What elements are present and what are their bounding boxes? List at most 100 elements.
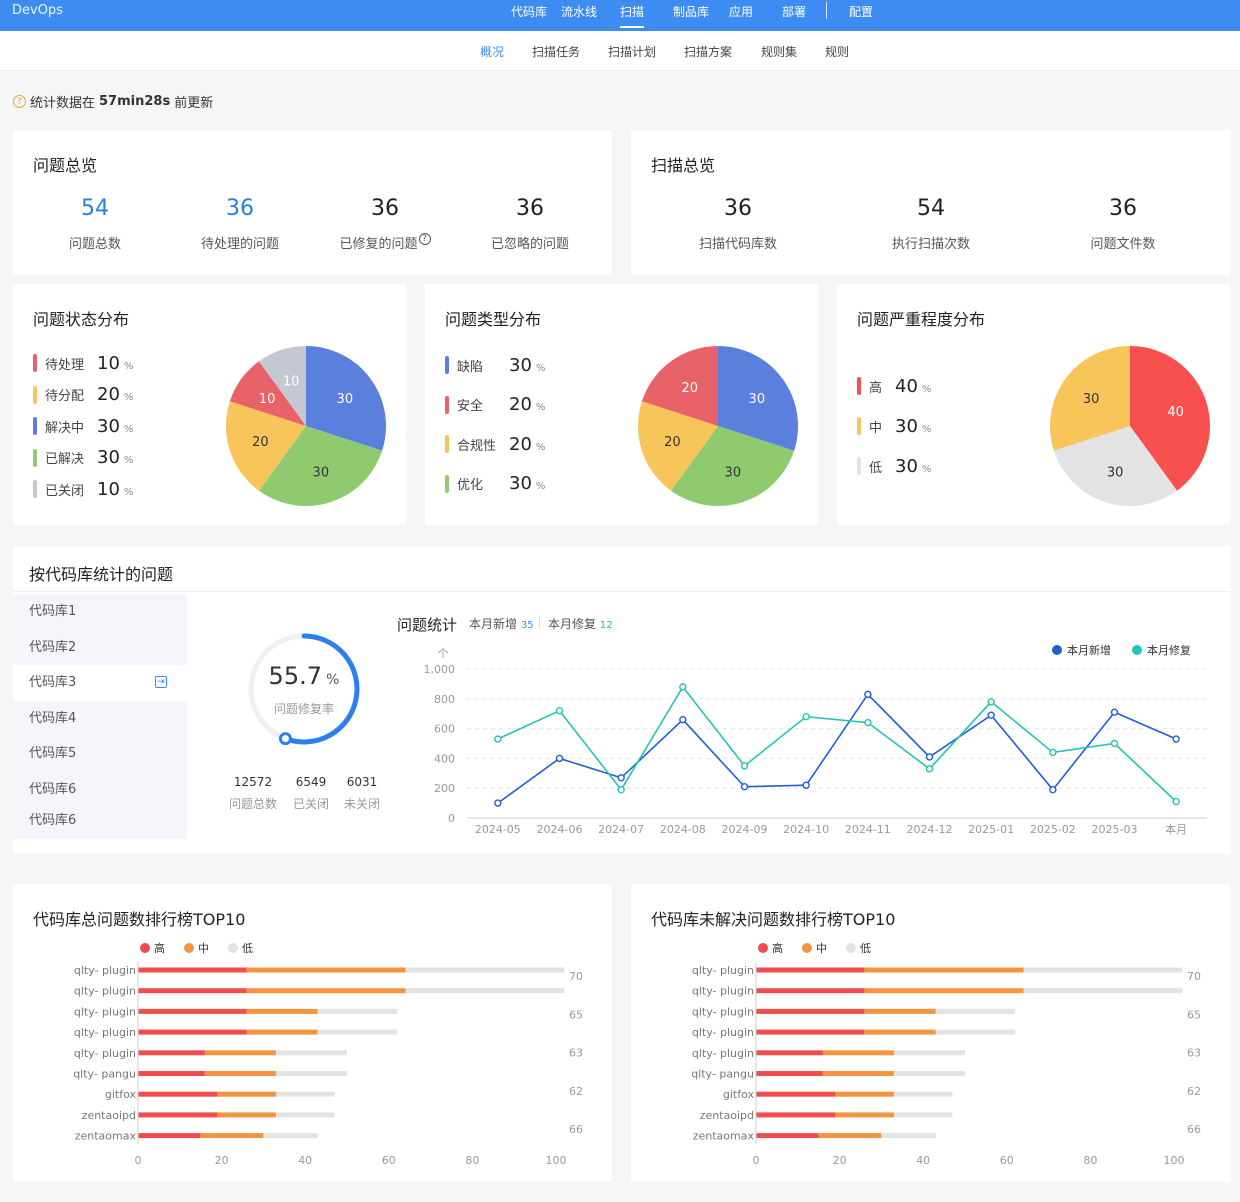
nav-scan[interactable]: 扫描 [620, 3, 645, 28]
x-tick-label: 0 [753, 1154, 760, 1167]
bar-segment [1023, 967, 1183, 973]
repo-item[interactable]: 代码库5 [13, 736, 187, 772]
repo-item[interactable]: 代码库2 [13, 630, 187, 666]
sub-navigation: 概况 扫描任务 扫描计划 扫描方案 规则集 规则 [0, 31, 1240, 71]
legend-item[interactable]: 优化 30% [445, 473, 545, 495]
tab-scan-plans[interactable]: 扫描计划 [608, 45, 657, 59]
legend-value: 30 [97, 415, 120, 437]
bar-segment [217, 1091, 276, 1097]
legend-color-bar [445, 435, 449, 453]
legend-item[interactable]: 已关闭 10% [33, 478, 133, 500]
stat-label: 扫描代码库数 [698, 237, 777, 252]
nav-code-repo[interactable]: 代码库 [511, 5, 548, 19]
x-tick-label: 2024-11 [845, 823, 891, 836]
data-point [740, 783, 749, 791]
bar-segment [204, 1050, 276, 1056]
repo-item[interactable]: 代码库4 [13, 701, 187, 737]
legend-value: 20 [97, 384, 120, 405]
bar-segment [864, 988, 1024, 994]
active-indicator [620, 26, 645, 28]
bar-segment [263, 1133, 318, 1139]
bar-segment [756, 1050, 823, 1056]
nav-deploy[interactable]: 部署 [782, 5, 807, 19]
bar-segment [822, 1050, 894, 1056]
legend-item[interactable]: 低 30% [857, 455, 931, 477]
tab-scan-schemes[interactable]: 扫描方案 [684, 45, 733, 59]
legend-item[interactable]: 中 30% [857, 415, 931, 437]
pie-slice [306, 346, 386, 451]
x-tick-label: 2024-08 [660, 823, 706, 836]
card-title: 代码库总问题数排行榜TOP10 [33, 910, 246, 929]
tab-rules[interactable]: 规则 [825, 45, 850, 59]
repo-item[interactable]: 代码库1 [13, 594, 187, 630]
data-point [864, 718, 872, 727]
fixed-this-month: 本月修复 12 [548, 615, 613, 632]
legend-item[interactable]: 已解决 30% [33, 447, 133, 469]
bar-segment [935, 1008, 1016, 1014]
help-icon[interactable]: ? [418, 233, 431, 245]
notice-time: 57min28s [99, 94, 171, 109]
stat-pending-issues[interactable]: 36 待处理的问题 [170, 196, 310, 252]
legend-marker [184, 943, 194, 953]
x-tick-label: 2024-10 [783, 823, 829, 836]
legend-unit: % [921, 423, 932, 435]
data-point [802, 712, 810, 721]
tab-rule-sets[interactable]: 规则集 [761, 45, 798, 59]
legend-unit: % [535, 362, 546, 374]
pie-slice [226, 401, 306, 491]
new-this-month: 本月新增 35 [469, 615, 534, 632]
y-category-label: qlty- pangu [691, 1068, 754, 1081]
tab-overview[interactable]: 概况 [480, 45, 505, 59]
legend-color-bar [857, 377, 861, 395]
legend-color-bar [857, 417, 861, 435]
enter-icon[interactable]: ⇥ [155, 676, 167, 688]
x-tick-label: 60 [1000, 1154, 1014, 1167]
severity-pie-chart: 40 30 30 [1050, 346, 1210, 506]
legend-value: 20 [509, 394, 532, 415]
update-notice: ? 统计数据在 57min28s 前更新 [13, 92, 213, 111]
legend-label: 低 [242, 942, 253, 955]
legend-color-bar [445, 356, 449, 374]
card-title: 扫描总览 [651, 156, 716, 175]
gauge-arc [282, 633, 360, 745]
nav-app[interactable]: 应用 [729, 5, 754, 19]
fix-rate-label: 问题修复率 [273, 702, 334, 716]
legend-label: 高 [772, 941, 783, 955]
data-point [1110, 739, 1119, 748]
legend-unit: % [921, 383, 932, 395]
legend-item[interactable]: 待处理 10% [33, 352, 133, 374]
nav-artifact[interactable]: 制品库 [673, 5, 710, 19]
legend-name: 中 [869, 420, 883, 436]
legend-item[interactable]: 合规性 20% [445, 433, 545, 455]
nav-config[interactable]: 配置 [849, 5, 874, 19]
y-axis-label: 个 [438, 647, 449, 660]
stat-label: 已修复的问题 [339, 237, 418, 252]
tab-scan-tasks[interactable]: 扫描任务 [532, 45, 581, 59]
legend-name: 已关闭 [45, 483, 85, 499]
brand-logo[interactable]: DevOps [12, 3, 63, 18]
legend-item[interactable]: 解决中 30% [33, 415, 133, 437]
legend-item[interactable]: 缺陷 30% [445, 354, 545, 376]
repo-item[interactable]: 代码库6 [13, 803, 187, 839]
legend-item[interactable]: 待分配 20% [33, 384, 133, 406]
data-point [1110, 708, 1119, 716]
legend-item[interactable]: 安全 20% [445, 394, 545, 416]
card-title: 代码库未解决问题数排行榜TOP10 [651, 910, 896, 929]
repo-item-selected[interactable]: 代码库3 ⇥ [13, 665, 187, 701]
legend-item[interactable]: 高 40% [857, 375, 931, 397]
data-point [864, 690, 872, 699]
legend-name: 解决中 [45, 420, 85, 436]
stat-value: 36 [1109, 196, 1137, 221]
pie-slice-label: 10 [283, 374, 300, 389]
legend-label: 高 [154, 941, 165, 955]
repo-item[interactable]: 代码库6 [13, 772, 187, 808]
y-category-label: gitfox [723, 1088, 755, 1101]
data-point [617, 785, 625, 794]
legend-label: 本月修复 [1147, 643, 1191, 657]
data-point [679, 715, 687, 724]
stat-total-issues[interactable]: 54 问题总数 [25, 196, 165, 252]
legend-value: 10 [97, 352, 120, 374]
x-tick-label: 80 [1083, 1154, 1097, 1167]
nav-pipeline[interactable]: 流水线 [561, 5, 598, 19]
line-chart-title: 问题统计 [397, 616, 458, 634]
